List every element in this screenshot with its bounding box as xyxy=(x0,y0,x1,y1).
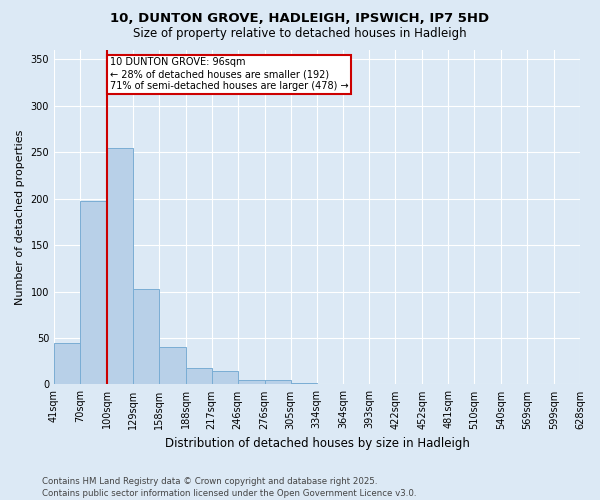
Bar xyxy=(265,380,290,384)
Bar xyxy=(186,368,212,384)
Bar xyxy=(290,382,317,384)
Text: 10 DUNTON GROVE: 96sqm
← 28% of detached houses are smaller (192)
71% of semi-de: 10 DUNTON GROVE: 96sqm ← 28% of detached… xyxy=(110,58,348,90)
Bar xyxy=(54,342,80,384)
Text: 10, DUNTON GROVE, HADLEIGH, IPSWICH, IP7 5HD: 10, DUNTON GROVE, HADLEIGH, IPSWICH, IP7… xyxy=(110,12,490,26)
Bar xyxy=(159,348,186,385)
Text: Contains HM Land Registry data © Crown copyright and database right 2025.
Contai: Contains HM Land Registry data © Crown c… xyxy=(42,476,416,498)
Bar xyxy=(238,380,265,384)
Bar xyxy=(133,288,159,384)
Text: Size of property relative to detached houses in Hadleigh: Size of property relative to detached ho… xyxy=(133,28,467,40)
X-axis label: Distribution of detached houses by size in Hadleigh: Distribution of detached houses by size … xyxy=(164,437,469,450)
Bar xyxy=(107,148,133,384)
Bar xyxy=(80,202,107,384)
Y-axis label: Number of detached properties: Number of detached properties xyxy=(15,130,25,305)
Bar xyxy=(212,372,238,384)
